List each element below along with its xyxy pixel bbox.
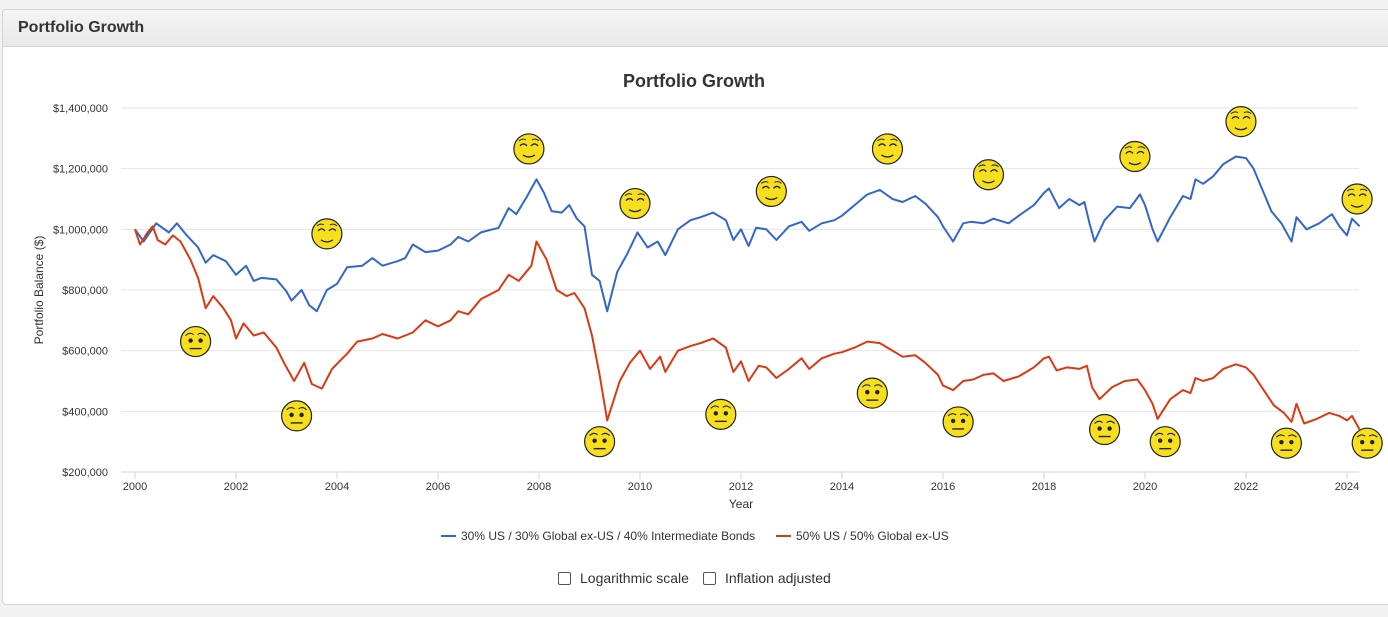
panel-title: Portfolio Growth	[18, 19, 145, 36]
inflation-option[interactable]: Inflation adjusted	[702, 570, 831, 586]
x-tick-label: 2024	[1335, 481, 1359, 493]
worried-face-icon	[1149, 426, 1181, 458]
portfolio-growth-panel: Portfolio Growth 2000 2002 2004 2006 2008 201…	[2, 9, 1388, 605]
legend-item-equity[interactable]: 50% US / 50% Global ex-US	[776, 529, 949, 543]
grid-lines	[121, 107, 1359, 412]
y-tick-label: $1,400,000	[53, 103, 108, 115]
y-tick-label: $800,000	[62, 285, 108, 297]
content-face-icon	[1225, 106, 1257, 138]
worried-face-icon	[1088, 413, 1121, 446]
panel-header: Portfolio Growth	[3, 10, 1388, 47]
legend: 30% US / 30% Global ex-US / 40% Intermed…	[441, 529, 949, 543]
content-face-icon	[1341, 183, 1373, 215]
x-tick-label: 2008	[527, 481, 551, 493]
portfolio-growth-chart: 2000 2002 2004 2006 2008 2010 2012 2014 2016 2018…	[32, 71, 1383, 543]
x-tick-label: 2012	[729, 481, 753, 493]
x-axis-ticks: 2000 2002 2004 2006 2008 2010 2012 2014 2016 2018…	[123, 472, 1359, 493]
content-face-icon	[619, 187, 651, 220]
worried-face-icon	[281, 400, 313, 432]
worried-face-icon	[856, 377, 888, 409]
x-tick-label: 2010	[628, 481, 652, 493]
series-lines	[134, 155, 1361, 430]
log-scale-label: Logarithmic scale	[580, 570, 689, 586]
content-face-icon	[1119, 140, 1151, 173]
content-face-icon	[311, 218, 343, 250]
series-line-balanced[interactable]	[134, 155, 1361, 313]
y-axis-ticks: $200,000 $400,000 $600,000 $800,000 $1,000,0…	[53, 103, 108, 479]
worried-face-icon	[942, 406, 974, 438]
y-tick-label: $1,200,000	[53, 164, 108, 176]
legend-label-equity: 50% US / 50% Global ex-US	[796, 529, 949, 543]
x-tick-label: 2000	[123, 481, 147, 493]
x-tick-label: 2002	[224, 481, 248, 493]
worried-face-icon	[1351, 427, 1383, 459]
emoji-annotations	[180, 106, 1383, 459]
inflation-label: Inflation adjusted	[724, 570, 831, 586]
worried-face-icon	[583, 426, 616, 458]
x-tick-label: 2016	[931, 481, 955, 493]
x-tick-label: 2014	[830, 481, 854, 493]
x-tick-label: 2004	[325, 481, 349, 493]
x-tick-label: 2022	[1234, 481, 1258, 493]
log-scale-option[interactable]: Logarithmic scale	[558, 570, 689, 586]
legend-item-balanced[interactable]: 30% US / 30% Global ex-US / 40% Intermed…	[441, 529, 755, 543]
legend-label-balanced: 30% US / 30% Global ex-US / 40% Intermed…	[461, 529, 755, 543]
x-tick-label: 2020	[1133, 481, 1157, 493]
content-face-icon	[513, 133, 545, 165]
x-tick-label: 2006	[426, 481, 450, 493]
content-face-icon	[972, 159, 1005, 191]
y-tick-label: $200,000	[62, 467, 108, 479]
worried-face-icon	[1270, 427, 1303, 459]
y-tick-label: $400,000	[62, 406, 108, 418]
worried-face-icon	[705, 398, 737, 430]
inflation-checkbox[interactable]	[702, 571, 716, 585]
y-tick-label: $600,000	[62, 346, 108, 358]
x-tick-label: 2018	[1032, 481, 1056, 493]
content-face-icon	[871, 133, 904, 165]
series-line-equity[interactable]	[134, 225, 1361, 430]
x-axis-label: Year	[729, 497, 753, 511]
chart-title: Portfolio Growth	[623, 71, 765, 91]
y-tick-label: $1,000,000	[53, 224, 108, 236]
log-scale-checkbox[interactable]	[558, 571, 571, 585]
y-axis-label: Portfolio Balance ($)	[32, 236, 46, 345]
content-face-icon	[755, 175, 787, 208]
chart-options: Logarithmic scale Inflation adjusted	[558, 570, 845, 586]
worried-face-icon	[180, 325, 212, 358]
